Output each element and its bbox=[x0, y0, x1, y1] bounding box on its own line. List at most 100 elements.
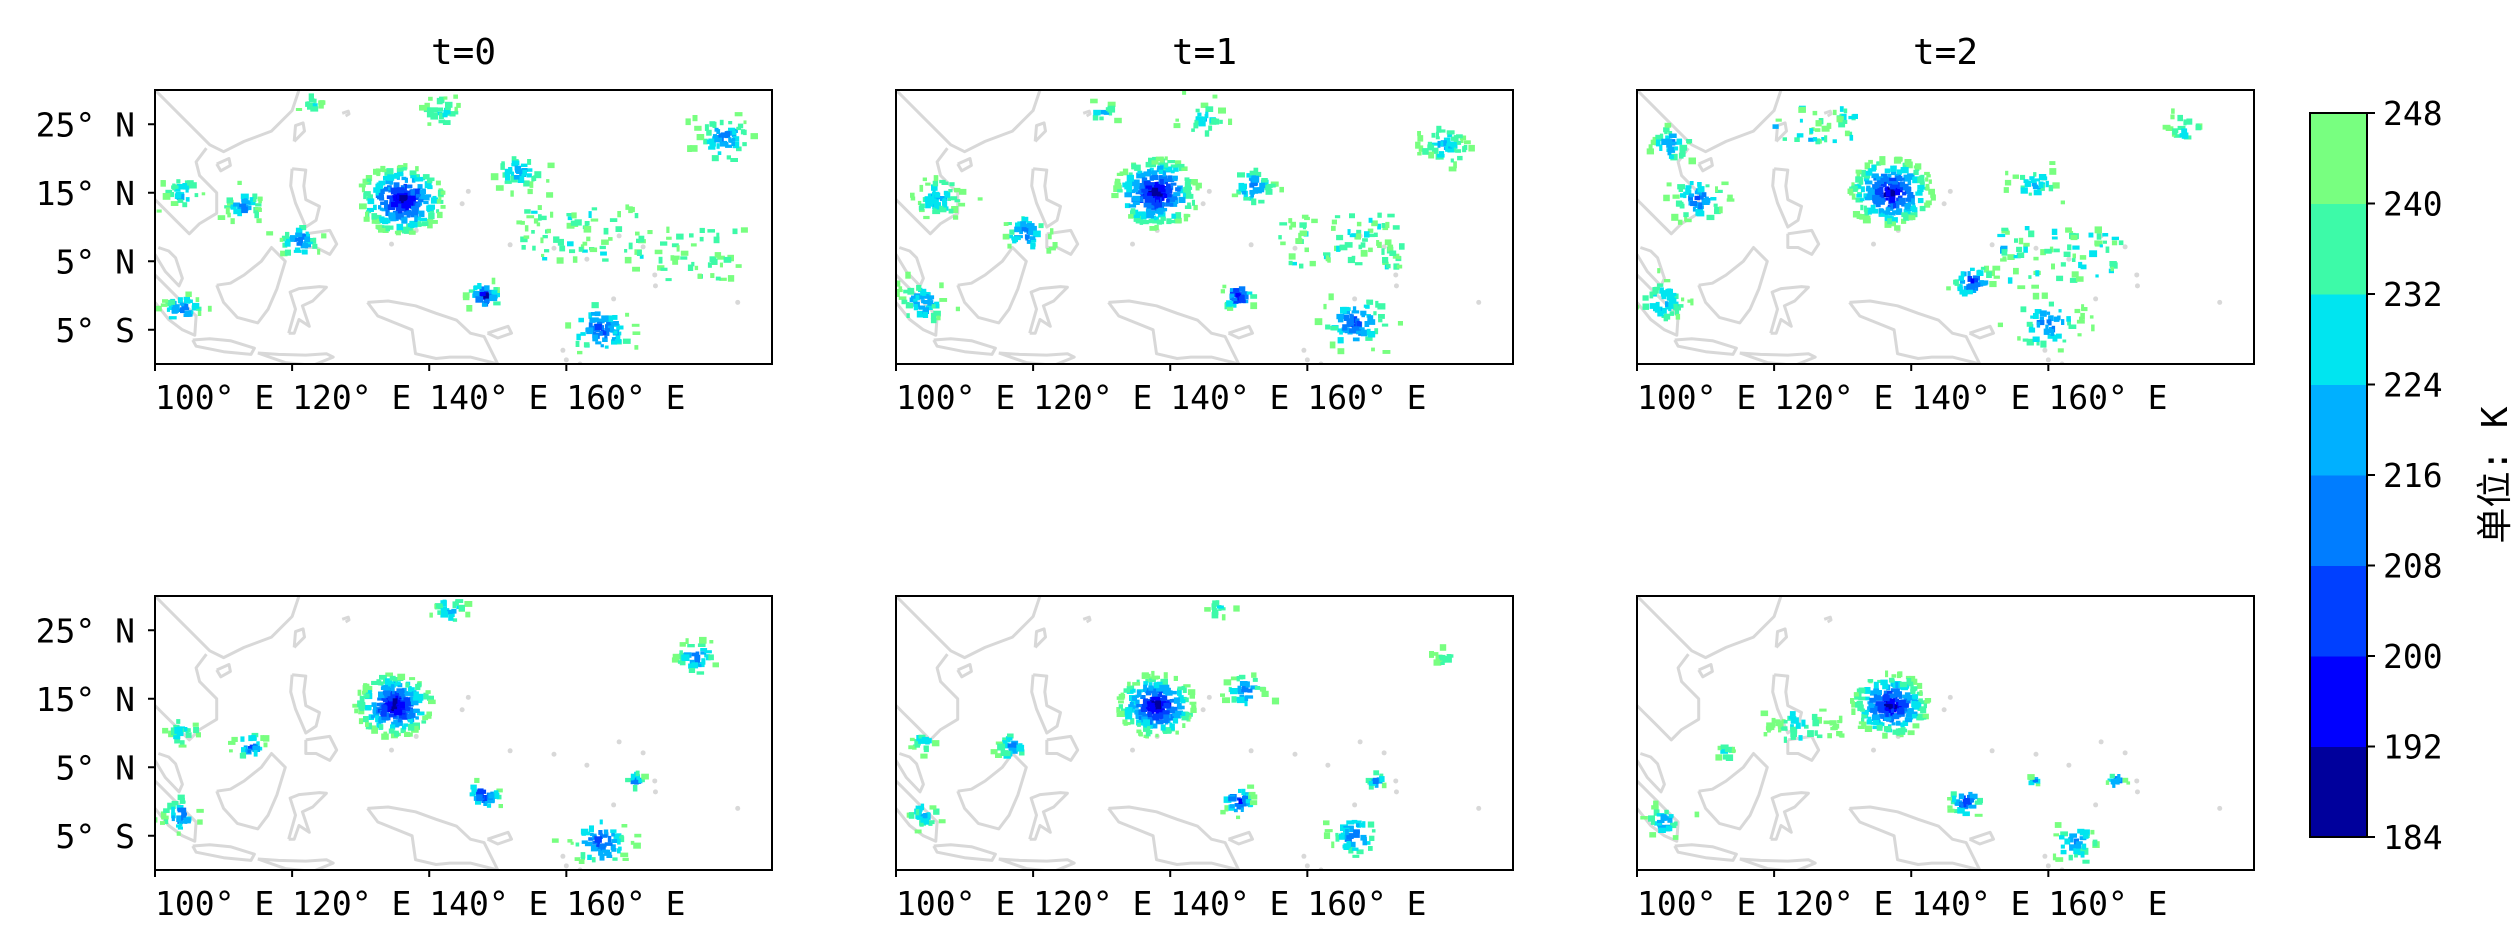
cloud-pixel bbox=[1241, 788, 1246, 796]
cloud-pixel bbox=[700, 651, 707, 655]
cloud-pixel bbox=[1684, 218, 1692, 223]
cloud-pixel bbox=[1160, 724, 1166, 731]
cloud-pixel bbox=[1397, 321, 1403, 326]
cloud-pixel bbox=[308, 93, 314, 100]
cloud-pixel bbox=[1184, 205, 1192, 209]
cloud-pixel bbox=[1649, 832, 1657, 838]
cloud-pixel bbox=[1173, 675, 1178, 681]
cloud-pixel bbox=[1884, 707, 1889, 711]
cloud-pixel bbox=[493, 301, 501, 306]
cloud-pixel bbox=[1871, 173, 1879, 179]
cloud-pixel bbox=[2045, 180, 2049, 188]
cloud-pixel bbox=[1459, 135, 1467, 141]
cloud-pixel bbox=[1678, 186, 1683, 192]
cloud-pixel bbox=[1912, 714, 1917, 719]
cloud-pixel bbox=[1351, 819, 1358, 824]
cloud-pixel bbox=[304, 236, 311, 242]
cloud-pixel bbox=[2109, 261, 2117, 266]
cloud-pixel bbox=[1132, 195, 1140, 202]
cloud-pixel bbox=[1006, 737, 1013, 741]
cloud-pixel bbox=[1007, 743, 1015, 748]
cloud-pixel bbox=[1252, 187, 1259, 194]
cloud-pixel bbox=[1668, 298, 1675, 303]
cloud-pixel bbox=[237, 180, 242, 185]
island bbox=[2033, 751, 2039, 757]
cloud-pixel bbox=[396, 168, 402, 172]
cloud-pixel bbox=[295, 108, 303, 111]
cloud-pixel bbox=[1670, 141, 1678, 145]
cloud-pixel bbox=[1917, 189, 1921, 196]
cloud-pixel bbox=[2038, 181, 2044, 188]
cloud-pixel bbox=[526, 173, 532, 178]
cloud-pixel bbox=[2079, 255, 2087, 260]
cloud-pixel bbox=[1857, 725, 1865, 729]
cloud-pixel bbox=[401, 725, 407, 730]
cloud-pixel bbox=[1801, 719, 1806, 727]
cloud-pixel bbox=[1851, 182, 1855, 187]
cloud-pixel bbox=[1992, 265, 2001, 271]
cloud-pixel bbox=[732, 228, 738, 235]
cloud-pixel bbox=[594, 311, 601, 317]
cloud-pixel bbox=[609, 218, 618, 222]
cloud-pixel bbox=[1362, 839, 1367, 846]
cloud-pixel bbox=[1288, 218, 1293, 224]
colorbar-tick-label: 200 bbox=[2383, 637, 2443, 676]
cloud-pixel bbox=[241, 206, 248, 214]
cloud-pixel bbox=[1360, 310, 1367, 316]
cloud-pixel bbox=[442, 599, 447, 606]
cloud-pixel bbox=[1160, 219, 1165, 225]
cloud-pixel bbox=[178, 822, 183, 826]
cloud-pixel bbox=[411, 725, 419, 733]
cloud-pixel bbox=[2116, 778, 2120, 785]
cloud-pixel bbox=[1151, 160, 1159, 165]
cloud-pixel bbox=[442, 112, 448, 118]
cloud-pixel bbox=[1360, 834, 1367, 841]
cloud-pixel bbox=[1325, 324, 1331, 330]
cloud-pixel bbox=[1200, 102, 1209, 108]
panel-background bbox=[1637, 90, 2254, 364]
cloud-pixel bbox=[1722, 754, 1729, 760]
colorbar-segment bbox=[2310, 203, 2367, 295]
cloud-pixel bbox=[1837, 720, 1843, 724]
cloud-pixel bbox=[489, 294, 498, 302]
coastline bbox=[1769, 285, 1810, 335]
cloud-cluster bbox=[1111, 156, 1202, 231]
cloud-cluster bbox=[155, 794, 204, 836]
cloud-pixel bbox=[2066, 316, 2071, 322]
coastline bbox=[155, 273, 198, 337]
cloud-pixel bbox=[582, 249, 588, 253]
cloud-pixel bbox=[2068, 854, 2073, 861]
cloud-pixel bbox=[1685, 185, 1692, 189]
cloud-pixel bbox=[719, 140, 727, 147]
cloud-pixel bbox=[921, 818, 929, 825]
cloud-pixel bbox=[901, 299, 906, 305]
cloud-pixel bbox=[1816, 734, 1823, 739]
colorbar-segment bbox=[2310, 656, 2367, 747]
cloud-pixel bbox=[578, 317, 584, 323]
island bbox=[640, 750, 646, 756]
cloud-pixel bbox=[440, 205, 446, 209]
cloud-pixel bbox=[951, 206, 959, 213]
cloud-pixel bbox=[367, 690, 372, 697]
cloud-pixel bbox=[689, 233, 694, 238]
cloud-pixel bbox=[2046, 319, 2052, 324]
cloud-pixel bbox=[1237, 172, 1245, 178]
cloud-pixel bbox=[1397, 255, 1401, 260]
cloud-pixel bbox=[708, 138, 715, 144]
cloud-pixel bbox=[1352, 306, 1357, 313]
cloud-pixel bbox=[1227, 306, 1234, 311]
cloud-pixel bbox=[487, 796, 495, 803]
cloud-pixel bbox=[456, 605, 460, 609]
cloud-pixel bbox=[1160, 678, 1168, 686]
cloud-pixel bbox=[242, 200, 251, 205]
coastline bbox=[155, 246, 184, 288]
cloud-pixel bbox=[610, 844, 616, 851]
cloud-pixel bbox=[1667, 816, 1673, 823]
cloud-pixel bbox=[538, 215, 547, 221]
cloud-pixel bbox=[1767, 729, 1771, 733]
cloud-pixel bbox=[1152, 692, 1158, 697]
cloud-pixel bbox=[1867, 716, 1872, 721]
cloud-pixel bbox=[2171, 108, 2175, 114]
cloud-pixel bbox=[915, 809, 920, 816]
cloud-pixel bbox=[443, 96, 448, 100]
